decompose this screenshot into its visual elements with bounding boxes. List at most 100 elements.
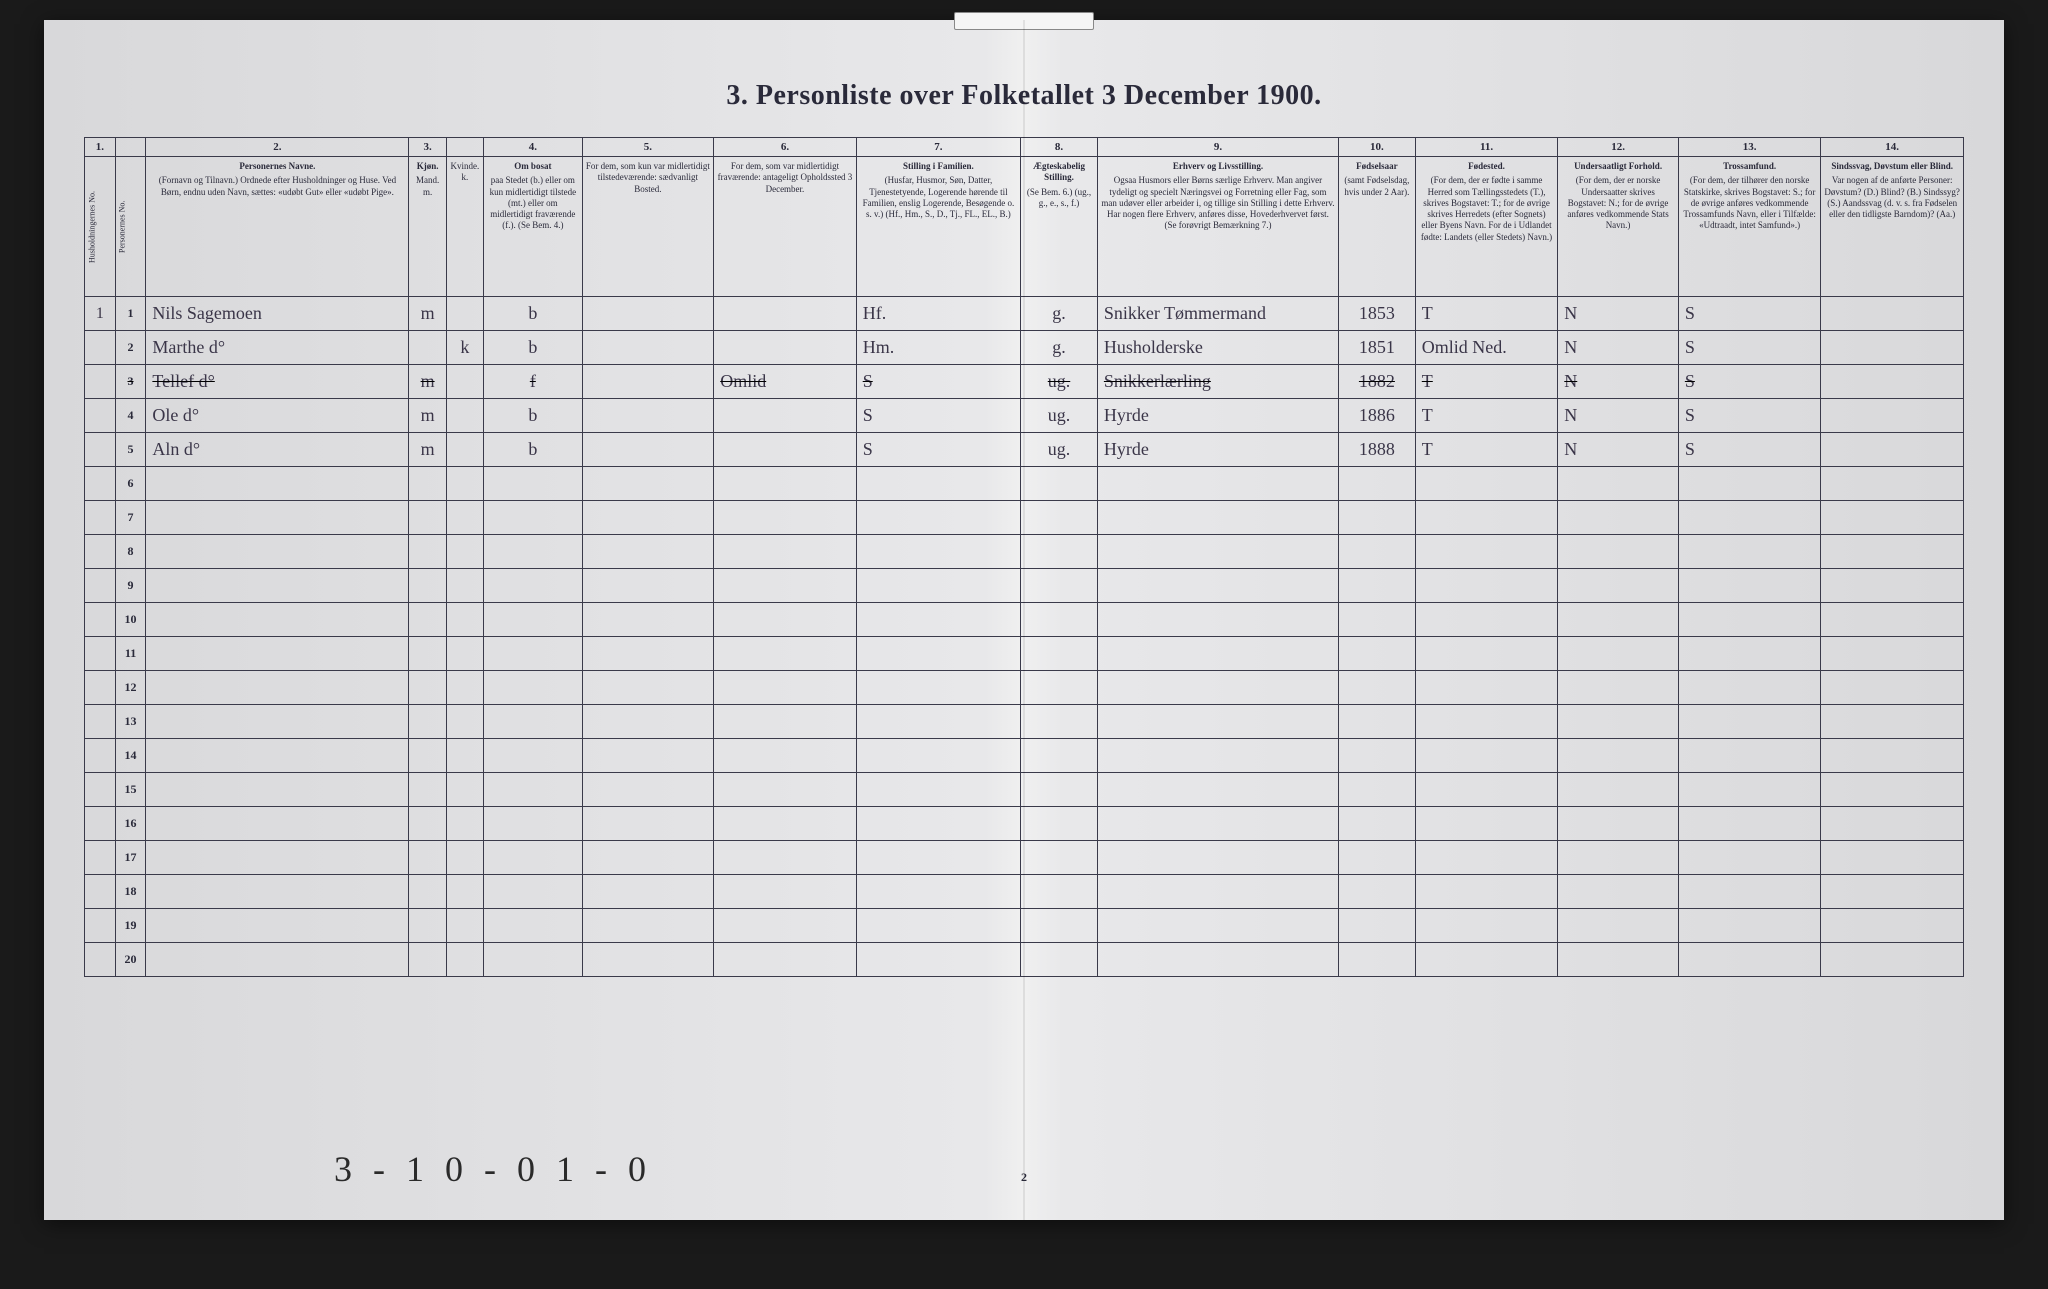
column-number: 11. xyxy=(1415,138,1558,157)
cell xyxy=(582,875,714,909)
cell: g. xyxy=(1021,331,1098,365)
cell xyxy=(1678,637,1821,671)
column-header: Husholdningernes No. xyxy=(85,157,116,297)
cell xyxy=(856,943,1020,977)
cell xyxy=(582,909,714,943)
cell xyxy=(146,501,409,535)
cell: m xyxy=(409,297,446,331)
cell xyxy=(446,637,483,671)
cell xyxy=(1821,841,1964,875)
cell xyxy=(582,433,714,467)
cell xyxy=(1097,569,1338,603)
cell xyxy=(1415,535,1558,569)
cell xyxy=(146,569,409,603)
cell: S xyxy=(1678,331,1821,365)
cell: S xyxy=(1678,433,1821,467)
cell xyxy=(1097,535,1338,569)
cell xyxy=(1097,637,1338,671)
cell xyxy=(1021,535,1098,569)
cell xyxy=(1558,909,1679,943)
cell xyxy=(856,671,1020,705)
cell xyxy=(1339,841,1416,875)
cell xyxy=(1415,501,1558,535)
cell xyxy=(582,739,714,773)
column-header: Fødselsaar(samt Fødselsdag, hvis under 2… xyxy=(1339,157,1416,297)
person-number: 1 xyxy=(115,297,146,331)
cell xyxy=(1821,365,1964,399)
person-number: 13 xyxy=(115,705,146,739)
column-header: Undersaatligt Forhold.(For dem, der er n… xyxy=(1558,157,1679,297)
cell xyxy=(409,603,446,637)
cell xyxy=(446,773,483,807)
cell xyxy=(1678,501,1821,535)
cell xyxy=(484,501,583,535)
column-header: Personernes Navne.(Fornavn og Tilnavn.) … xyxy=(146,157,409,297)
cell: 1853 xyxy=(1339,297,1416,331)
cell: Nils Sagemoen xyxy=(146,297,409,331)
cell: ug. xyxy=(1021,365,1098,399)
cell: T xyxy=(1415,365,1558,399)
cell xyxy=(484,841,583,875)
person-number: 4 xyxy=(115,399,146,433)
cell xyxy=(1821,943,1964,977)
cell xyxy=(1821,433,1964,467)
cell: Marthe d° xyxy=(146,331,409,365)
cell xyxy=(409,875,446,909)
cell xyxy=(1821,399,1964,433)
cell xyxy=(446,909,483,943)
cell xyxy=(409,501,446,535)
cell xyxy=(1558,739,1679,773)
cell: k xyxy=(446,331,483,365)
cell xyxy=(446,297,483,331)
cell xyxy=(146,943,409,977)
cell xyxy=(1821,331,1964,365)
cell xyxy=(1678,739,1821,773)
cell: Hyrde xyxy=(1097,433,1338,467)
cell xyxy=(1415,705,1558,739)
cell xyxy=(484,909,583,943)
household-number xyxy=(85,773,116,807)
cell xyxy=(146,909,409,943)
column-number: 9. xyxy=(1097,138,1338,157)
cell xyxy=(484,705,583,739)
cell xyxy=(856,637,1020,671)
cell xyxy=(714,331,857,365)
cell xyxy=(1339,943,1416,977)
book-spine xyxy=(1023,20,1025,1220)
cell xyxy=(409,773,446,807)
cell xyxy=(1021,705,1098,739)
cell xyxy=(1415,909,1558,943)
cell xyxy=(1415,569,1558,603)
household-number xyxy=(85,909,116,943)
cell xyxy=(856,603,1020,637)
cell xyxy=(1021,467,1098,501)
cell xyxy=(714,943,857,977)
cell xyxy=(1097,943,1338,977)
household-number: 1 xyxy=(85,297,116,331)
cell xyxy=(1678,535,1821,569)
cell xyxy=(1339,603,1416,637)
cell xyxy=(582,637,714,671)
cell xyxy=(1678,671,1821,705)
cell xyxy=(146,739,409,773)
cell xyxy=(1558,637,1679,671)
cell xyxy=(1678,841,1821,875)
cell xyxy=(1415,943,1558,977)
cell: b xyxy=(484,399,583,433)
cell xyxy=(1097,807,1338,841)
cell xyxy=(1821,535,1964,569)
cell: S xyxy=(856,399,1020,433)
cell xyxy=(1339,637,1416,671)
column-header: Om bosatpaa Stedet (b.) eller om kun mid… xyxy=(484,157,583,297)
cell xyxy=(1021,841,1098,875)
person-number: 3 xyxy=(115,365,146,399)
cell xyxy=(1339,467,1416,501)
person-number: 6 xyxy=(115,467,146,501)
cell xyxy=(484,875,583,909)
cell: S xyxy=(856,433,1020,467)
cell: Hm. xyxy=(856,331,1020,365)
cell xyxy=(409,331,446,365)
cell xyxy=(409,535,446,569)
household-number xyxy=(85,705,116,739)
cell xyxy=(1678,875,1821,909)
